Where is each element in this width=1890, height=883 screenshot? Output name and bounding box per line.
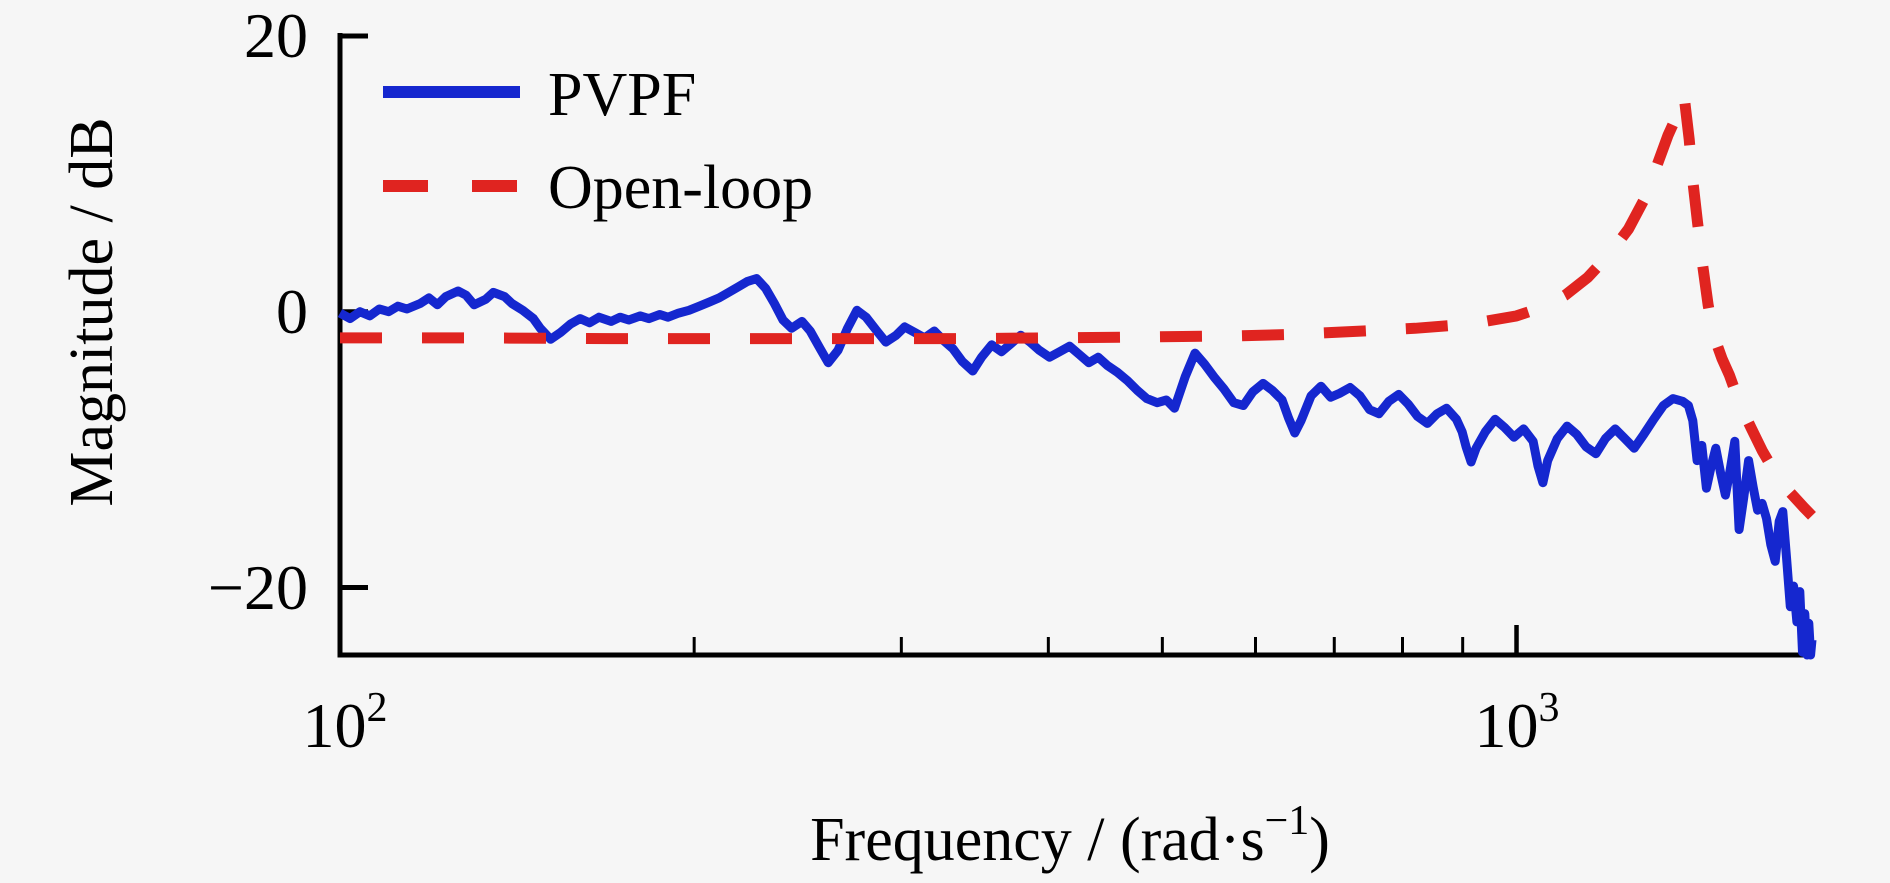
legend-item-pvpf: PVPF	[383, 61, 696, 129]
legend-label-pvpf: PVPF	[548, 61, 696, 129]
y-tick-label-neg20: −20	[208, 552, 308, 623]
legend: PVPF Open-loop	[383, 61, 813, 222]
y-axis-label: Magnitude / dB	[58, 117, 126, 506]
open-loop-curve	[340, 89, 1816, 520]
x-tick-label-100: 102	[303, 685, 388, 761]
curves	[337, 89, 1817, 660]
pvpf-curve	[337, 274, 1817, 660]
legend-label-open-loop: Open-loop	[548, 154, 813, 222]
x-axis-ticks	[692, 625, 1519, 655]
y-tick-label-20: 20	[244, 0, 308, 71]
x-axis-label: Frequency / (rad·s−1)	[810, 798, 1330, 874]
x-tick-label-1000: 103	[1475, 685, 1560, 761]
y-tick-label-0: 0	[276, 276, 308, 347]
legend-item-open-loop: Open-loop	[383, 154, 813, 222]
